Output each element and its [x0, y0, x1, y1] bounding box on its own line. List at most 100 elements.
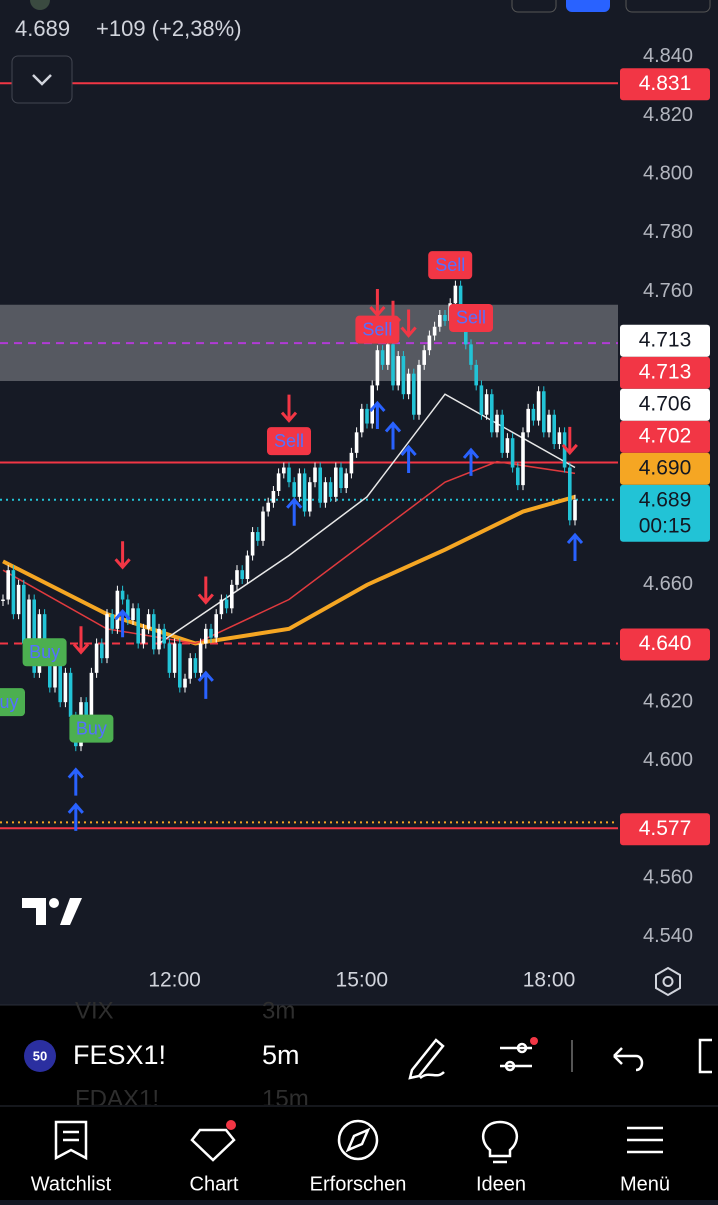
price-label [620, 813, 710, 846]
candle-body [417, 364, 421, 415]
candle-body [328, 482, 333, 497]
nav-label[interactable]: Menü [620, 1173, 670, 1195]
x-tick-label: 15:00 [336, 969, 389, 992]
candle-body [188, 658, 192, 679]
draw-icon[interactable] [408, 1038, 445, 1080]
signal-arrow [369, 400, 386, 430]
candle-body [27, 599, 31, 644]
signal-tag-text: Buy [29, 642, 60, 662]
candle-body [432, 326, 437, 336]
candle-body [552, 414, 556, 445]
settings-icon[interactable] [655, 966, 681, 997]
top-button[interactable] [625, 0, 711, 13]
candle-body [531, 408, 536, 421]
indicators-icon[interactable] [500, 1037, 538, 1072]
candle-body [22, 584, 26, 644]
candle-body [443, 315, 447, 321]
y-tick-label: 4.800 [643, 163, 693, 185]
signal-tag-text: Buy [0, 692, 19, 712]
chart-icon[interactable] [190, 1128, 236, 1162]
candle-body [198, 643, 203, 673]
candle-body [526, 408, 530, 433]
explore-icon[interactable] [337, 1119, 379, 1161]
candle-body [250, 532, 255, 556]
candle-body [287, 467, 291, 483]
nav-label[interactable]: Erforschen [310, 1173, 407, 1195]
menu-icon[interactable] [627, 1126, 663, 1154]
more-icon[interactable] [698, 1038, 712, 1074]
price-label-text: 4.713 [639, 360, 692, 383]
candle-body [297, 473, 302, 497]
signal-arrow [400, 309, 417, 338]
candle-body [370, 385, 374, 424]
candle-body [32, 599, 36, 673]
y-tick-label: 4.540 [643, 925, 693, 947]
signal-tag [267, 427, 311, 456]
candle-body [6, 570, 10, 600]
candle-body [562, 432, 567, 468]
candle-body [84, 702, 88, 726]
candle-body [204, 628, 208, 644]
candle-body [209, 628, 213, 638]
candle-body [406, 373, 411, 395]
candle-body [224, 599, 229, 609]
price-label-text: 4.689 [639, 488, 692, 511]
candle-body [479, 385, 484, 415]
top-button[interactable] [511, 0, 557, 13]
candle-body [214, 614, 218, 638]
candle-body [505, 438, 510, 453]
signal-arrow [67, 767, 84, 796]
candle-body [58, 643, 62, 703]
explore-needle [345, 1127, 371, 1153]
y-tick-label: 4.600 [643, 749, 693, 771]
candle-body [453, 285, 458, 304]
candle-body [256, 532, 260, 541]
candle-body [110, 614, 114, 629]
nav-label[interactable]: Ideen [476, 1173, 526, 1195]
candle-body [365, 408, 369, 424]
candle-body [120, 590, 125, 600]
nav-label[interactable]: Chart [190, 1173, 239, 1195]
x-tick-label: 12:00 [148, 969, 201, 992]
price-label [620, 324, 710, 357]
candle-body [458, 285, 463, 321]
price-label [620, 356, 710, 389]
collapse-button[interactable] [11, 55, 73, 104]
candle-body [521, 432, 525, 486]
candle-body [557, 432, 562, 445]
candle-body [323, 482, 328, 503]
top-button[interactable] [566, 0, 610, 12]
ideas-icon[interactable] [481, 1120, 519, 1164]
signal-tag [69, 714, 114, 743]
candle-body [235, 570, 239, 585]
symbol[interactable]: FESX1! [73, 1040, 166, 1070]
y-tick-label: 4.660 [643, 573, 693, 595]
candle-body [1, 599, 5, 602]
nav-label[interactable]: Watchlist [31, 1173, 112, 1195]
watchlist-icon[interactable] [54, 1120, 88, 1161]
undo-icon[interactable] [613, 1047, 644, 1072]
candle-body [490, 394, 494, 433]
price-label-text: 4.577 [639, 817, 692, 840]
overlay: 4.689 +109 (+2,38%) 4.840 4.820 4.800 4.780… [11, 0, 711, 997]
candle-body [536, 391, 541, 421]
chevron-icon [32, 74, 52, 86]
signal-arrow [561, 426, 578, 456]
interval[interactable]: 5m [262, 1040, 300, 1070]
badge-text: 50 [33, 1048, 47, 1063]
signal-arrow [114, 608, 131, 638]
signal-tag-text: Sell [435, 255, 465, 275]
candle-body [516, 467, 520, 486]
signal-tag-text: Sell [456, 308, 486, 328]
price-label-text: 4.690 [639, 456, 692, 479]
price-label-text: 4.640 [639, 632, 692, 655]
moving-average [158, 393, 576, 645]
candle-body [219, 599, 224, 615]
badge [24, 1040, 56, 1072]
signal-tag [0, 688, 25, 717]
chart-dot [226, 1120, 236, 1130]
candle-body [261, 511, 265, 541]
signal-arrow [72, 626, 90, 655]
signal-arrow [197, 670, 214, 699]
candle-body [266, 502, 270, 512]
